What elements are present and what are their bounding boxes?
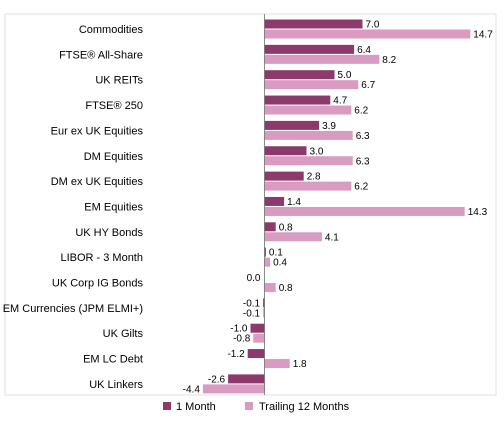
data-label-trailing-12-months-libor-3-month: 0.4 [273, 258, 287, 269]
series-1-month-bars [228, 19, 363, 384]
bar-trailing-12-months-uk-hy-bonds [264, 232, 322, 242]
bar-trailing-12-months-commodities [264, 29, 471, 39]
data-label-1-month-em-currencies-jpm-elmi: -0.1 [243, 298, 261, 309]
data-label-1-month-commodities: 7.0 [366, 20, 380, 31]
bar-trailing-12-months-em-currencies-jpm-elmi [263, 308, 265, 318]
category-label-em-currencies-jpm-elmi: EM Currencies (JPM ELMI+) [3, 303, 143, 315]
data-label-trailing-12-months-uk-corp-ig-bonds: 0.8 [279, 283, 293, 294]
bar-trailing-12-months-dm-ex-uk-equities [264, 181, 352, 191]
data-label-1-month-uk-gilts: -1.0 [230, 324, 248, 335]
data-label-trailing-12-months-ftse-250: 6.2 [354, 106, 368, 117]
bar-trailing-12-months-libor-3-month [264, 257, 271, 267]
data-label-1-month-ftse-all-share: 6.4 [357, 45, 371, 56]
category-label-uk-gilts: UK Gilts [103, 328, 144, 340]
data-label-1-month-em-equities: 1.4 [287, 197, 301, 208]
bar-1-month-em-lc-debt [247, 349, 265, 359]
legend: 1 Month Trailing 12 Months [163, 401, 350, 413]
data-label-trailing-12-months-dm-equities: 6.3 [356, 156, 370, 167]
bar-1-month-uk-hy-bonds [264, 222, 276, 232]
data-label-1-month-dm-ex-uk-equities: 2.8 [307, 172, 321, 183]
category-label-em-lc-debt: EM LC Debt [83, 354, 143, 366]
data-label-1-month-ftse-250: 4.7 [333, 96, 347, 107]
bar-trailing-12-months-uk-gilts [253, 333, 265, 343]
category-label-uk-reits: UK REITs [95, 75, 143, 87]
legend-swatch-1-month [163, 402, 171, 410]
bar-1-month-uk-linkers [228, 374, 265, 384]
data-label-trailing-12-months-em-lc-debt: 1.8 [293, 359, 307, 370]
category-label-libor-3-month: LIBOR - 3 Month [60, 252, 143, 264]
data-label-1-month-uk-corp-ig-bonds: 0.0 [247, 273, 261, 284]
data-label-1-month-em-lc-debt: -1.2 [227, 349, 245, 360]
data-label-trailing-12-months-uk-linkers: -4.4 [183, 384, 201, 395]
category-labels: Commodities FTSE® All-Share UK REITs FTSE® … [3, 24, 144, 391]
bar-1-month-dm-equities [264, 146, 307, 156]
data-label-1-month-libor-3-month: 0.1 [269, 248, 283, 259]
data-label-1-month-eur-ex-uk-equities: 3.9 [322, 121, 336, 132]
bar-trailing-12-months-ftse-250 [264, 105, 352, 115]
data-label-trailing-12-months-dm-ex-uk-equities: 6.2 [354, 182, 368, 193]
bar-1-month-em-currencies-jpm-elmi [263, 298, 265, 308]
category-label-eur-ex-uk-equities: Eur ex UK Equities [51, 125, 144, 137]
bar-trailing-12-months-em-lc-debt [264, 359, 290, 369]
plot-border [4, 13, 497, 396]
bar-1-month-dm-ex-uk-equities [264, 171, 304, 181]
bar-1-month-uk-gilts [250, 323, 265, 333]
data-labels: 7.0 14.7 6.4 8.2 5.0 6.7 4.7 6.2 3.9 6.3 3.0 6.3 2.8… [183, 20, 494, 396]
data-label-trailing-12-months-commodities: 14.7 [473, 30, 493, 41]
data-label-1-month-uk-reits: 5.0 [338, 70, 352, 81]
bar-trailing-12-months-ftse-all-share [264, 54, 380, 64]
legend-swatch-trailing-12-months [245, 402, 253, 410]
category-label-commodities: Commodities [79, 24, 144, 36]
data-label-trailing-12-months-uk-gilts: -0.8 [233, 334, 251, 345]
bar-trailing-12-months-dm-equities [264, 156, 353, 166]
category-label-ftse-all-share: FTSE® All-Share [59, 49, 143, 61]
legend-label-trailing-12-months: Trailing 12 Months [259, 401, 350, 413]
category-label-ftse-250: FTSE® 250 [85, 100, 143, 112]
bar-1-month-ftse-all-share [264, 44, 355, 54]
data-label-trailing-12-months-em-equities: 14.3 [468, 207, 488, 218]
data-label-trailing-12-months-eur-ex-uk-equities: 6.3 [356, 131, 370, 142]
category-label-uk-corp-ig-bonds: UK Corp IG Bonds [52, 278, 144, 290]
bar-trailing-12-months-uk-linkers [202, 384, 265, 394]
bar-1-month-libor-3-month [264, 247, 266, 257]
data-label-trailing-12-months-ftse-all-share: 8.2 [382, 55, 396, 66]
bar-1-month-commodities [264, 19, 363, 29]
bar-1-month-eur-ex-uk-equities [264, 120, 320, 130]
bar-trailing-12-months-em-equities [264, 206, 465, 216]
category-label-em-equities: EM Equities [84, 201, 143, 213]
bar-1-month-em-equities [264, 196, 285, 206]
bar-trailing-12-months-uk-corp-ig-bonds [264, 283, 276, 292]
category-label-dm-equities: DM Equities [84, 151, 144, 163]
bar-1-month-ftse-250 [264, 95, 331, 105]
plot-frame [4, 13, 497, 396]
data-label-1-month-uk-hy-bonds: 0.8 [279, 222, 293, 233]
data-label-trailing-12-months-uk-hy-bonds: 4.1 [325, 232, 339, 243]
data-label-1-month-dm-equities: 3.0 [310, 146, 324, 157]
data-label-1-month-uk-linkers: -2.6 [208, 374, 226, 385]
bar-1-month-uk-reits [264, 70, 335, 80]
series-trailing-12-months-bars [202, 29, 471, 394]
bar-trailing-12-months-eur-ex-uk-equities [264, 130, 353, 140]
data-label-trailing-12-months-uk-reits: 6.7 [361, 80, 375, 91]
bar-trailing-12-months-uk-reits [264, 80, 359, 90]
category-label-uk-hy-bonds: UK HY Bonds [75, 227, 143, 239]
data-label-trailing-12-months-em-currencies-jpm-elmi: -0.1 [243, 308, 261, 319]
category-label-dm-ex-uk-equities: DM ex UK Equities [51, 176, 144, 188]
category-label-uk-linkers: UK Linkers [89, 379, 143, 391]
legend-label-1-month: 1 Month [176, 401, 216, 413]
